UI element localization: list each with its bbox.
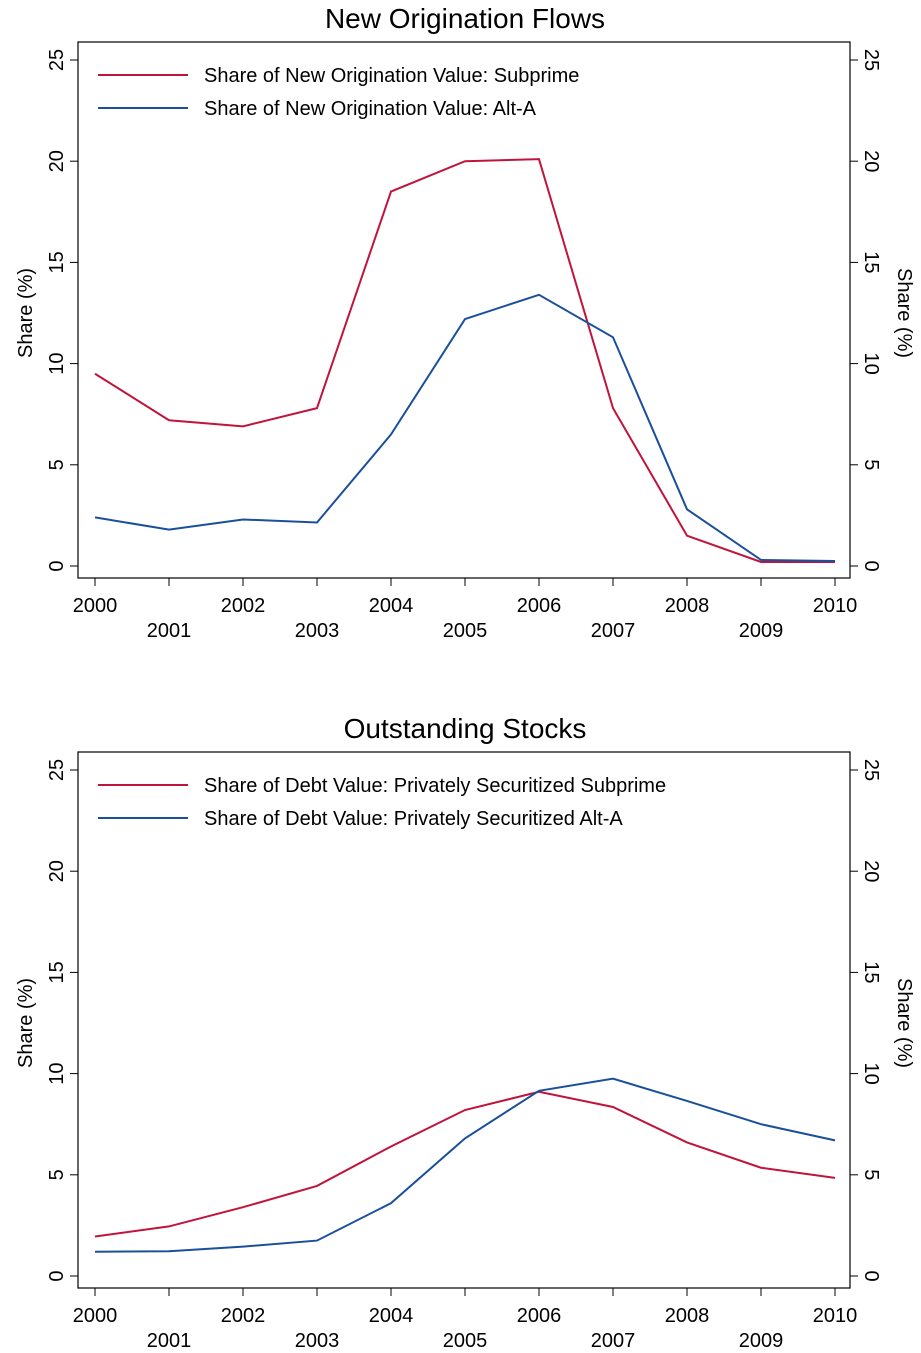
y2-axis-label: Share (%) — [893, 978, 915, 1068]
chart-title: Outstanding Stocks — [344, 713, 587, 744]
x-tick-label: 2008 — [665, 595, 710, 617]
y2-tick-label: 15 — [860, 961, 882, 983]
y-tick-label: 20 — [46, 860, 68, 882]
x-tick-label: 2002 — [221, 1305, 266, 1327]
x-tick-label: 2009 — [739, 620, 784, 642]
x-tick-label: 2010 — [813, 1305, 858, 1327]
y-tick-label: 25 — [46, 759, 68, 781]
y2-tick-label: 20 — [860, 150, 882, 172]
x-tick-label: 2002 — [221, 595, 266, 617]
x-tick-label: 2008 — [665, 1305, 710, 1327]
x-tick-label: 2004 — [369, 595, 414, 617]
y-tick-label: 5 — [46, 1169, 68, 1180]
x-tick-label: 2001 — [147, 1330, 192, 1352]
x-tick-label: 2003 — [295, 620, 340, 642]
y-tick-label: 15 — [46, 251, 68, 273]
y2-tick-label: 20 — [860, 860, 882, 882]
x-tick-label: 2007 — [591, 620, 636, 642]
y-axis-label: Share (%) — [15, 268, 37, 358]
data-line — [94, 1077, 836, 1253]
y2-tick-label: 15 — [860, 251, 882, 273]
y2-tick-label: 25 — [860, 759, 882, 781]
y-tick-label: 15 — [46, 961, 68, 983]
x-tick-label: 2001 — [147, 620, 192, 642]
x-tick-label: 2005 — [443, 1330, 488, 1352]
x-tick-label: 2009 — [739, 1330, 784, 1352]
x-tick-label: 2004 — [369, 1305, 414, 1327]
y2-tick-label: 5 — [860, 1169, 882, 1180]
legend-label: Share of Debt Value: Privately Securitiz… — [204, 775, 666, 797]
x-tick-label: 2005 — [443, 620, 488, 642]
y2-tick-label: 0 — [860, 1270, 882, 1281]
x-tick-label: 2010 — [813, 595, 858, 617]
x-tick-label: 2007 — [591, 1330, 636, 1352]
data-line — [94, 158, 835, 563]
x-tick-label: 2000 — [73, 595, 118, 617]
y2-tick-label: 5 — [860, 459, 882, 470]
y-tick-label: 0 — [46, 560, 68, 571]
x-tick-label: 2006 — [517, 595, 562, 617]
data-line — [94, 1090, 836, 1238]
x-tick-label: 2003 — [295, 1330, 340, 1352]
y-tick-label: 10 — [46, 352, 68, 374]
y-axis-label: Share (%) — [15, 978, 37, 1068]
y-tick-label: 20 — [46, 150, 68, 172]
x-tick-label: 2006 — [517, 1305, 562, 1327]
chart-title: New Origination Flows — [325, 3, 605, 34]
y-tick-label: 0 — [46, 1270, 68, 1281]
plot-frame — [77, 41, 851, 579]
y2-tick-label: 25 — [860, 49, 882, 71]
legend-label: Share of New Origination Value: Subprime — [204, 65, 579, 87]
y-tick-label: 5 — [46, 459, 68, 470]
legend-label: Share of New Origination Value: Alt-A — [204, 98, 537, 120]
legend-label: Share of Debt Value: Privately Securitiz… — [204, 808, 623, 830]
plot-frame — [77, 751, 851, 1289]
y2-tick-label: 10 — [860, 1062, 882, 1084]
x-tick-label: 2000 — [73, 1305, 118, 1327]
data-line — [94, 293, 836, 562]
y2-tick-label: 10 — [860, 352, 882, 374]
y2-axis-label: Share (%) — [893, 268, 915, 358]
y2-tick-label: 0 — [860, 560, 882, 571]
y-tick-label: 25 — [46, 49, 68, 71]
y-tick-label: 10 — [46, 1062, 68, 1084]
